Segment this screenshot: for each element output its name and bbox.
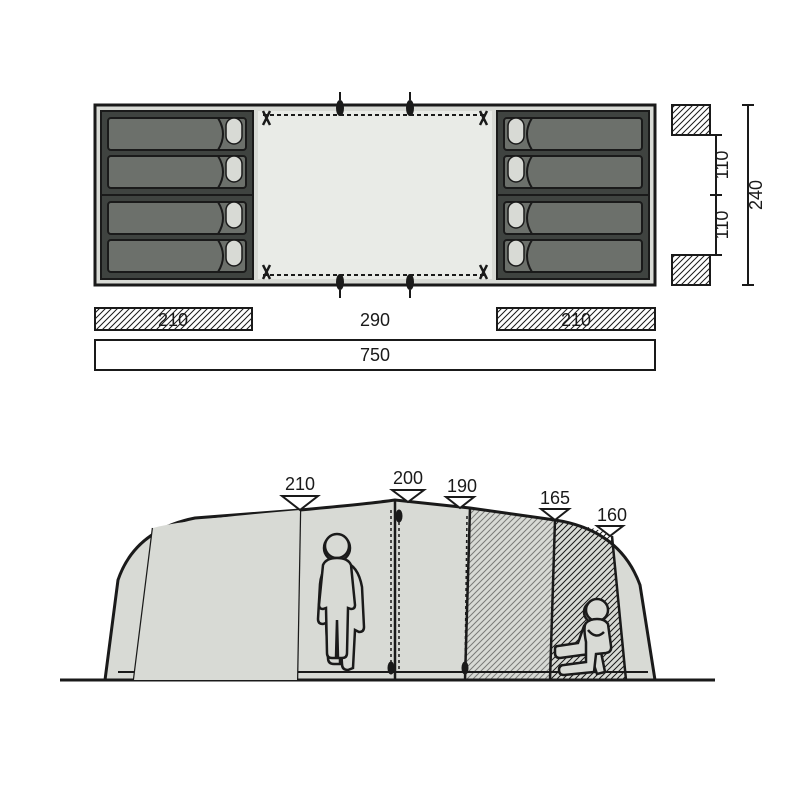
- dim-210-left: 210: [158, 310, 188, 330]
- height-190: 190: [447, 476, 477, 496]
- height-210: 210: [285, 474, 315, 494]
- height-165: 165: [540, 488, 570, 508]
- plan-bottom-dims: 210 290 210 750: [95, 308, 655, 370]
- dim-750: 750: [360, 345, 390, 365]
- dim-110-a: 110: [712, 151, 732, 180]
- tent-diagram: 110 110 240 210 290 210 750: [0, 0, 800, 800]
- dim-210-right: 210: [561, 310, 591, 330]
- side-view: 210 200 190 165 160: [60, 468, 715, 680]
- dim-240: 240: [746, 180, 766, 210]
- dim-290: 290: [360, 310, 390, 330]
- dim-110-b: 110: [712, 211, 732, 240]
- height-160: 160: [597, 505, 627, 525]
- plan-view: 110 110 240 210 290 210 750: [95, 92, 766, 370]
- height-200: 200: [393, 468, 423, 488]
- height-strip: 110 110 240: [672, 105, 766, 285]
